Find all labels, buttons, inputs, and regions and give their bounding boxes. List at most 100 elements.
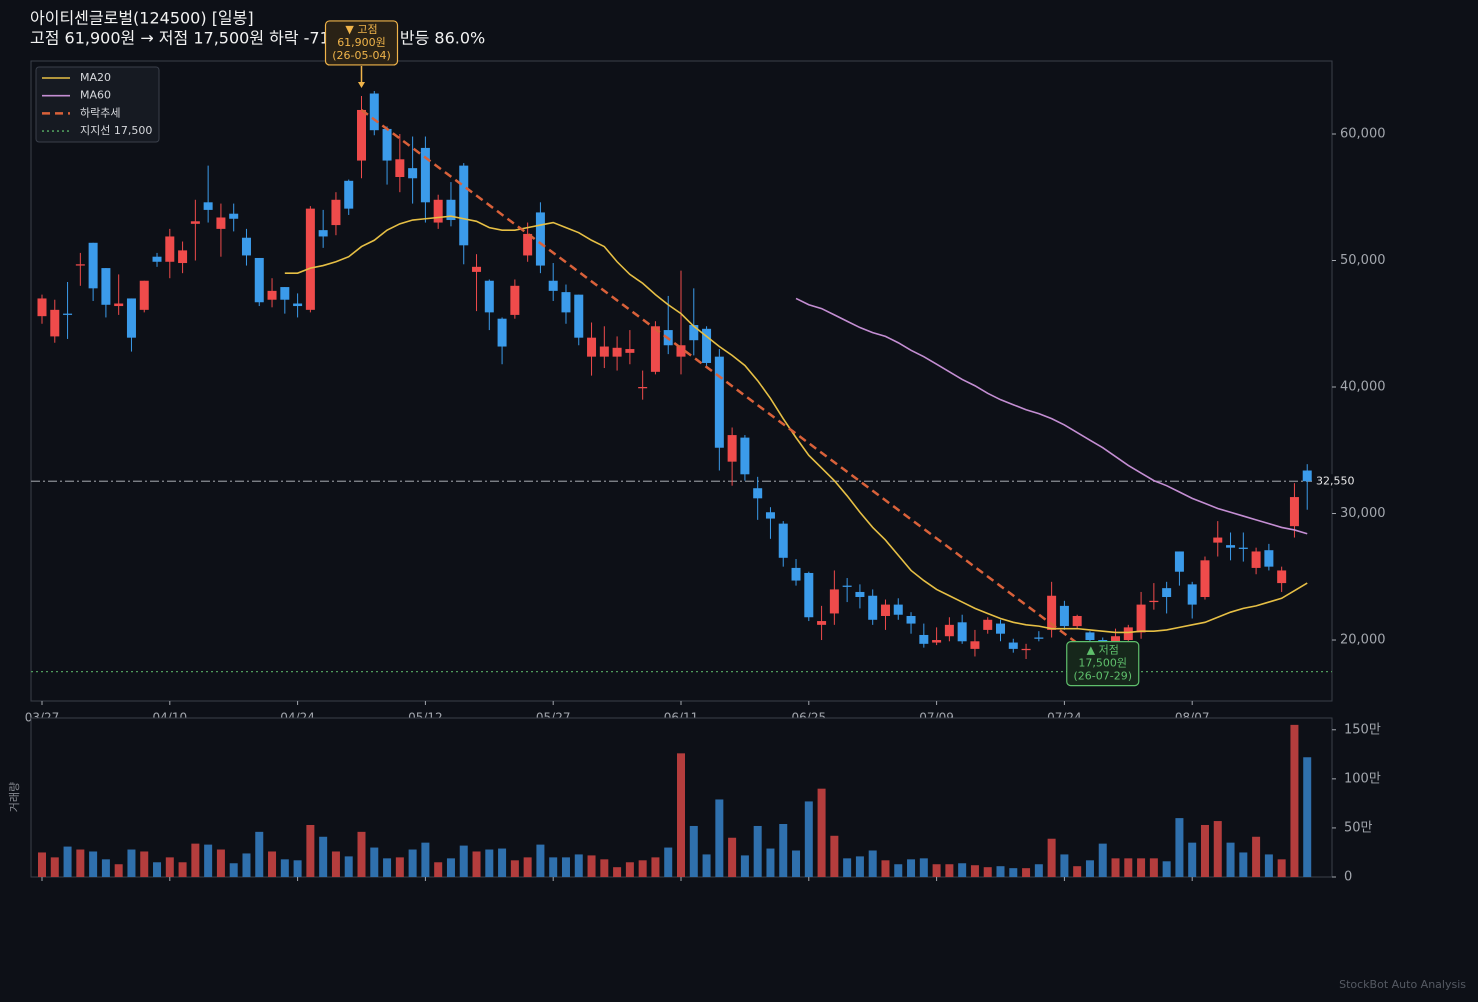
candle-body [369,93,379,131]
volume-bar [63,846,72,877]
volume-bar [830,835,839,877]
candle-body [523,233,533,256]
candle-body [855,591,865,598]
candle-body [702,328,712,363]
candle-body [88,242,98,289]
y-tick-label: 0 [1344,870,1352,885]
volume-bar [817,788,826,877]
volume-bar [1111,858,1120,877]
candle-body [408,168,418,179]
annotation-text: (26-07-29) [1073,670,1132,683]
volume-bar [613,867,622,877]
y-tick-label: 50,000 [1340,253,1386,268]
candle-body [497,318,507,347]
candle-body [599,346,609,357]
annotation-box [1066,641,1140,687]
y-tick-label: 60,000 [1340,126,1386,141]
volume-bar [881,860,890,877]
volume-bar [268,851,277,877]
candle-body [1072,615,1082,627]
candle-body [650,326,660,372]
candle-body [165,236,175,262]
volume-bar [753,825,762,877]
candle-body [114,303,124,307]
ma-line [795,297,1308,535]
volume-bar [229,863,238,877]
volume-bar [983,867,992,877]
candle-body [919,634,929,644]
volume-bar [242,853,251,877]
volume-bar [1047,838,1056,877]
volume-bar [1200,824,1209,877]
candle-body [1034,637,1044,639]
volume-bar [523,857,532,877]
candle-body [1111,636,1121,643]
candle-body [535,212,545,266]
volume-bar [1264,854,1273,877]
candle-body [267,290,277,300]
volume-bar [370,847,379,877]
candle-body [1136,604,1146,633]
candle-body [714,356,724,448]
volume-bar [446,858,455,877]
volume-bar [1060,854,1069,877]
candle-body [893,604,903,615]
candle-body [1289,497,1299,527]
annotation-text: 17,500원 [1078,657,1127,670]
candle-body [139,280,149,310]
current-label: 32,550 [1316,474,1355,487]
volume-bar [932,864,941,877]
y-tick-label: 20,000 [1340,633,1386,648]
candle-body [957,622,967,642]
volume-bar [1175,818,1184,877]
volume-bar [536,844,545,877]
volume-bar [76,849,85,877]
candle-body [906,615,916,624]
volume-bar [625,862,634,877]
candle-body [190,221,200,224]
candle-body [689,325,699,341]
candle-body [804,572,814,618]
volume-bar [1277,859,1286,877]
volume-bar [50,857,59,877]
volume-bar [574,854,583,877]
candle-body [75,264,85,266]
volume-bar [280,859,289,877]
candle-body [740,437,750,475]
volume-bar [255,831,264,877]
volume-bar [945,864,954,877]
candle-body [944,624,954,637]
volume-bar [843,858,852,877]
volume-bar [485,849,494,877]
candle-body [1174,551,1184,572]
volume-bar [101,859,110,877]
volume-bar [1226,842,1235,877]
volume-bar [779,824,788,877]
y-tick-label: 50만 [1344,820,1373,835]
y-axis-label: 거래량 [8,782,21,812]
volume-bar [715,799,724,877]
current-label-bg [1312,474,1358,489]
volume-bar [191,843,200,877]
volume-bar [434,862,443,877]
candle-body [1162,588,1172,598]
candle-body [152,256,162,262]
volume-bar [510,860,519,877]
volume-bar [38,852,46,877]
candle-body [1264,550,1274,567]
candle-body [1123,627,1133,641]
volume-bar [165,857,174,877]
candle-body [446,199,456,221]
ma-line [284,215,1308,634]
legend [35,66,160,143]
volume-bar [792,850,801,877]
candle-body [178,250,188,264]
legend-label: MA20 [80,71,111,84]
candle-body [1008,642,1018,649]
volume-bar [1034,864,1043,877]
volume-bar [153,862,162,877]
volume-bar [293,860,302,877]
volume-bar [804,801,813,877]
volume-bar [894,864,903,877]
